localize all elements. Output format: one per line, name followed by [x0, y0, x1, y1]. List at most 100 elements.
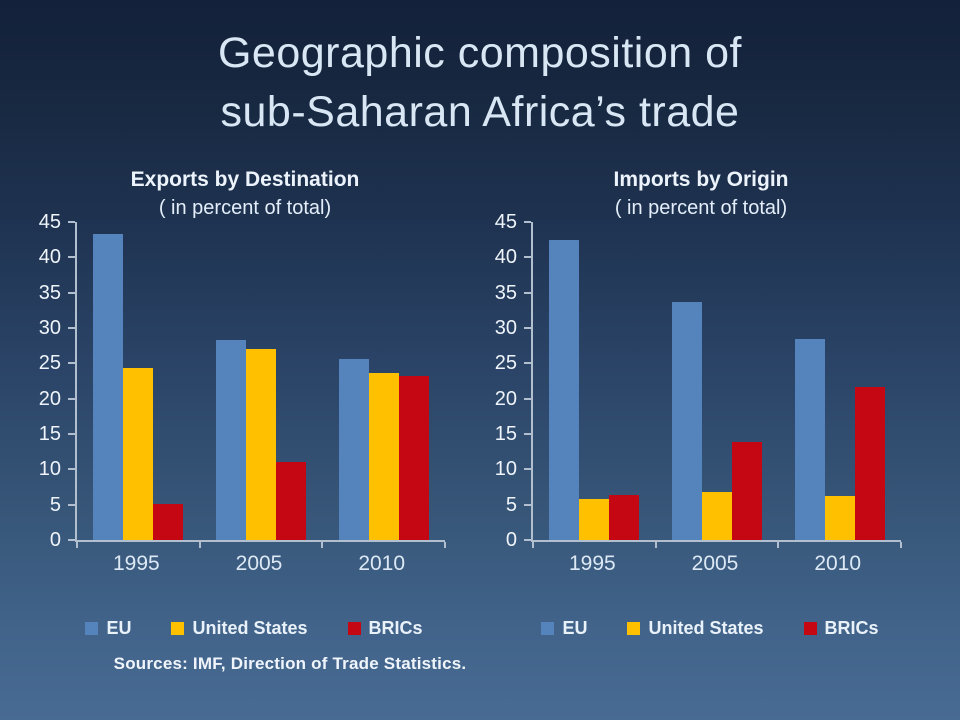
y-tick-label: 20	[38, 387, 61, 410]
bar-group-2010	[778, 222, 901, 540]
x-tick-mark	[532, 542, 534, 548]
bar-united-states-2005	[702, 491, 732, 540]
y-tick-mark	[68, 291, 75, 294]
legend-item-united-states: United States	[627, 618, 764, 639]
legend-swatch-icon	[171, 622, 185, 635]
bar-united-states-2005	[246, 349, 276, 540]
y-tick-label: 0	[505, 529, 517, 551]
bar-eu-1995	[549, 239, 580, 540]
x-tick-label: 2005	[235, 552, 283, 575]
y-tick-label: 40	[38, 246, 61, 269]
chart-title: Exports by Destination	[130, 168, 360, 191]
y-tick-label: 10	[38, 458, 61, 481]
bar-eu-2005	[672, 301, 702, 540]
legend-item-eu: EU	[541, 618, 587, 639]
y-tick-mark	[68, 256, 75, 259]
y-axis: 45 40 35 30 25 20 15 10 5 0	[486, 212, 526, 550]
legend: EU United States BRICs	[48, 618, 460, 639]
legend-label: EU	[106, 618, 132, 638]
y-tick-mark	[68, 397, 75, 400]
x-tick-mark	[198, 542, 201, 548]
y-tick-mark	[68, 468, 75, 471]
chart-body: 45 40 35 30 25 20 15 10 5 0	[39, 212, 460, 550]
exports-chart: Exports by Destination ( in percent of t…	[30, 166, 460, 639]
y-tick-mark	[524, 291, 531, 294]
y-tick-mark	[524, 362, 531, 365]
y-tick-mark	[68, 539, 75, 541]
y-tick-mark	[68, 433, 75, 435]
y-tick-mark	[524, 397, 531, 400]
legend-label: BRICs	[368, 618, 423, 638]
chart-body: 45 40 35 30 25 20 15 10 5 0	[495, 212, 916, 550]
bar-eu-2010	[338, 359, 369, 540]
x-tick-mark	[777, 542, 780, 548]
x-tick-mark	[900, 542, 902, 548]
chart-subtitle: ( in percent of total)	[158, 197, 332, 219]
y-tick-label: 30	[494, 317, 517, 339]
chart-title: Imports by Origin	[613, 168, 789, 191]
bar-group-1995	[77, 222, 200, 540]
bar-eu-2010	[794, 339, 825, 540]
bar-group-2005	[656, 222, 779, 540]
y-tick-mark	[68, 362, 75, 365]
x-tick-mark	[654, 542, 657, 548]
x-tick-label: 2005	[691, 552, 739, 575]
slide-title-line2: sub-Saharan Africa’s trade	[220, 88, 740, 136]
bar-brics-2010	[854, 386, 885, 540]
legend-swatch-icon	[85, 622, 99, 635]
legend-swatch-icon	[541, 622, 555, 635]
chart-subtitle: ( in percent of total)	[614, 197, 788, 219]
y-tick-label: 5	[49, 493, 61, 516]
bar-brics-1995	[609, 495, 640, 540]
x-tick-label: 1995	[112, 552, 160, 575]
bar-brics-1995	[153, 503, 184, 540]
bar-united-states-1995	[123, 367, 154, 540]
plot-area: 45 40 35 30 25 20 15 10 5 0	[495, 212, 902, 550]
bar-brics-2005	[732, 442, 762, 540]
bar-brics-2005	[276, 461, 306, 540]
legend: EU United States BRICs	[504, 618, 916, 639]
y-tick-label: 5	[505, 493, 517, 516]
bar-united-states-2010	[824, 496, 855, 540]
y-tick-mark	[524, 539, 531, 541]
y-tick-mark	[524, 503, 531, 506]
legend-item-brics: BRICs	[803, 618, 879, 639]
x-tick-label: 2010	[814, 552, 862, 575]
y-tick-label: 20	[494, 387, 517, 410]
bar-united-states-1995	[579, 499, 610, 540]
y-tick-label: 15	[494, 423, 517, 445]
y-axis: 45 40 35 30 25 20 15 10 5 0	[30, 212, 70, 550]
x-tick-mark	[321, 542, 324, 548]
legend-swatch-icon	[627, 622, 641, 635]
y-tick-label: 0	[49, 529, 61, 551]
legend-label: United States	[648, 618, 764, 638]
y-tick-label: 10	[494, 458, 517, 481]
y-tick-label: 25	[494, 352, 517, 375]
legend-item-united-states: United States	[171, 618, 308, 639]
x-axis-labels: 1995 2005 2010	[531, 552, 899, 576]
y-tick-label: 45	[494, 211, 517, 233]
x-tick-mark	[444, 542, 446, 548]
slide-title-line1: Geographic composition of	[217, 29, 742, 77]
x-axis-labels: 1995 2005 2010	[75, 552, 443, 576]
y-tick-label: 35	[494, 281, 517, 304]
bar-eu-2005	[216, 340, 246, 540]
y-tick-label: 35	[38, 281, 61, 304]
y-tick-mark	[524, 256, 531, 259]
x-tick-mark	[76, 542, 78, 548]
bar-brics-2010	[398, 376, 429, 540]
y-tick-label: 25	[38, 352, 61, 375]
y-tick-label: 45	[38, 211, 61, 233]
x-tick-label: 2010	[358, 552, 406, 575]
legend-item-brics: BRICs	[347, 618, 423, 639]
legend-label: EU	[562, 618, 588, 638]
y-tick-mark	[524, 468, 531, 471]
bar-eu-1995	[93, 234, 124, 540]
legend-swatch-icon	[347, 622, 361, 635]
y-tick-mark	[524, 221, 531, 223]
bar-group-2010	[322, 222, 445, 540]
y-tick-mark	[524, 433, 531, 435]
bar-group-1995	[533, 222, 656, 540]
legend-label: BRICs	[824, 618, 879, 638]
